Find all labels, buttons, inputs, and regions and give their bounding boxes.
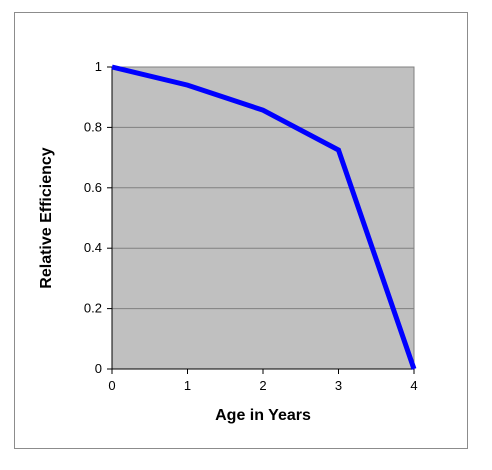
y-axis-title: Relative Efficiency	[38, 147, 55, 289]
x-axis: 0 1 2 3 4	[108, 368, 418, 393]
x-tick-label: 3	[335, 378, 342, 393]
grid-lines	[112, 126, 414, 310]
x-axis-title: Age in Years	[215, 407, 311, 424]
x-tick-label: 0	[108, 378, 115, 393]
y-tick-label: 0.4	[84, 240, 102, 255]
y-tick-label: 0	[95, 361, 102, 376]
x-tick-label: 4	[410, 378, 417, 393]
y-tick-label: 0.6	[84, 180, 102, 195]
y-tick-label: 0.8	[84, 119, 102, 134]
x-tick-label: 2	[259, 378, 266, 393]
y-axis: 0 0.2 0.4 0.6 0.8 1	[84, 59, 113, 376]
x-tick-label: 1	[184, 378, 191, 393]
y-tick-label: 1	[95, 59, 102, 74]
series-layer	[111, 64, 417, 370]
y-tick-label: 0.2	[84, 301, 102, 316]
